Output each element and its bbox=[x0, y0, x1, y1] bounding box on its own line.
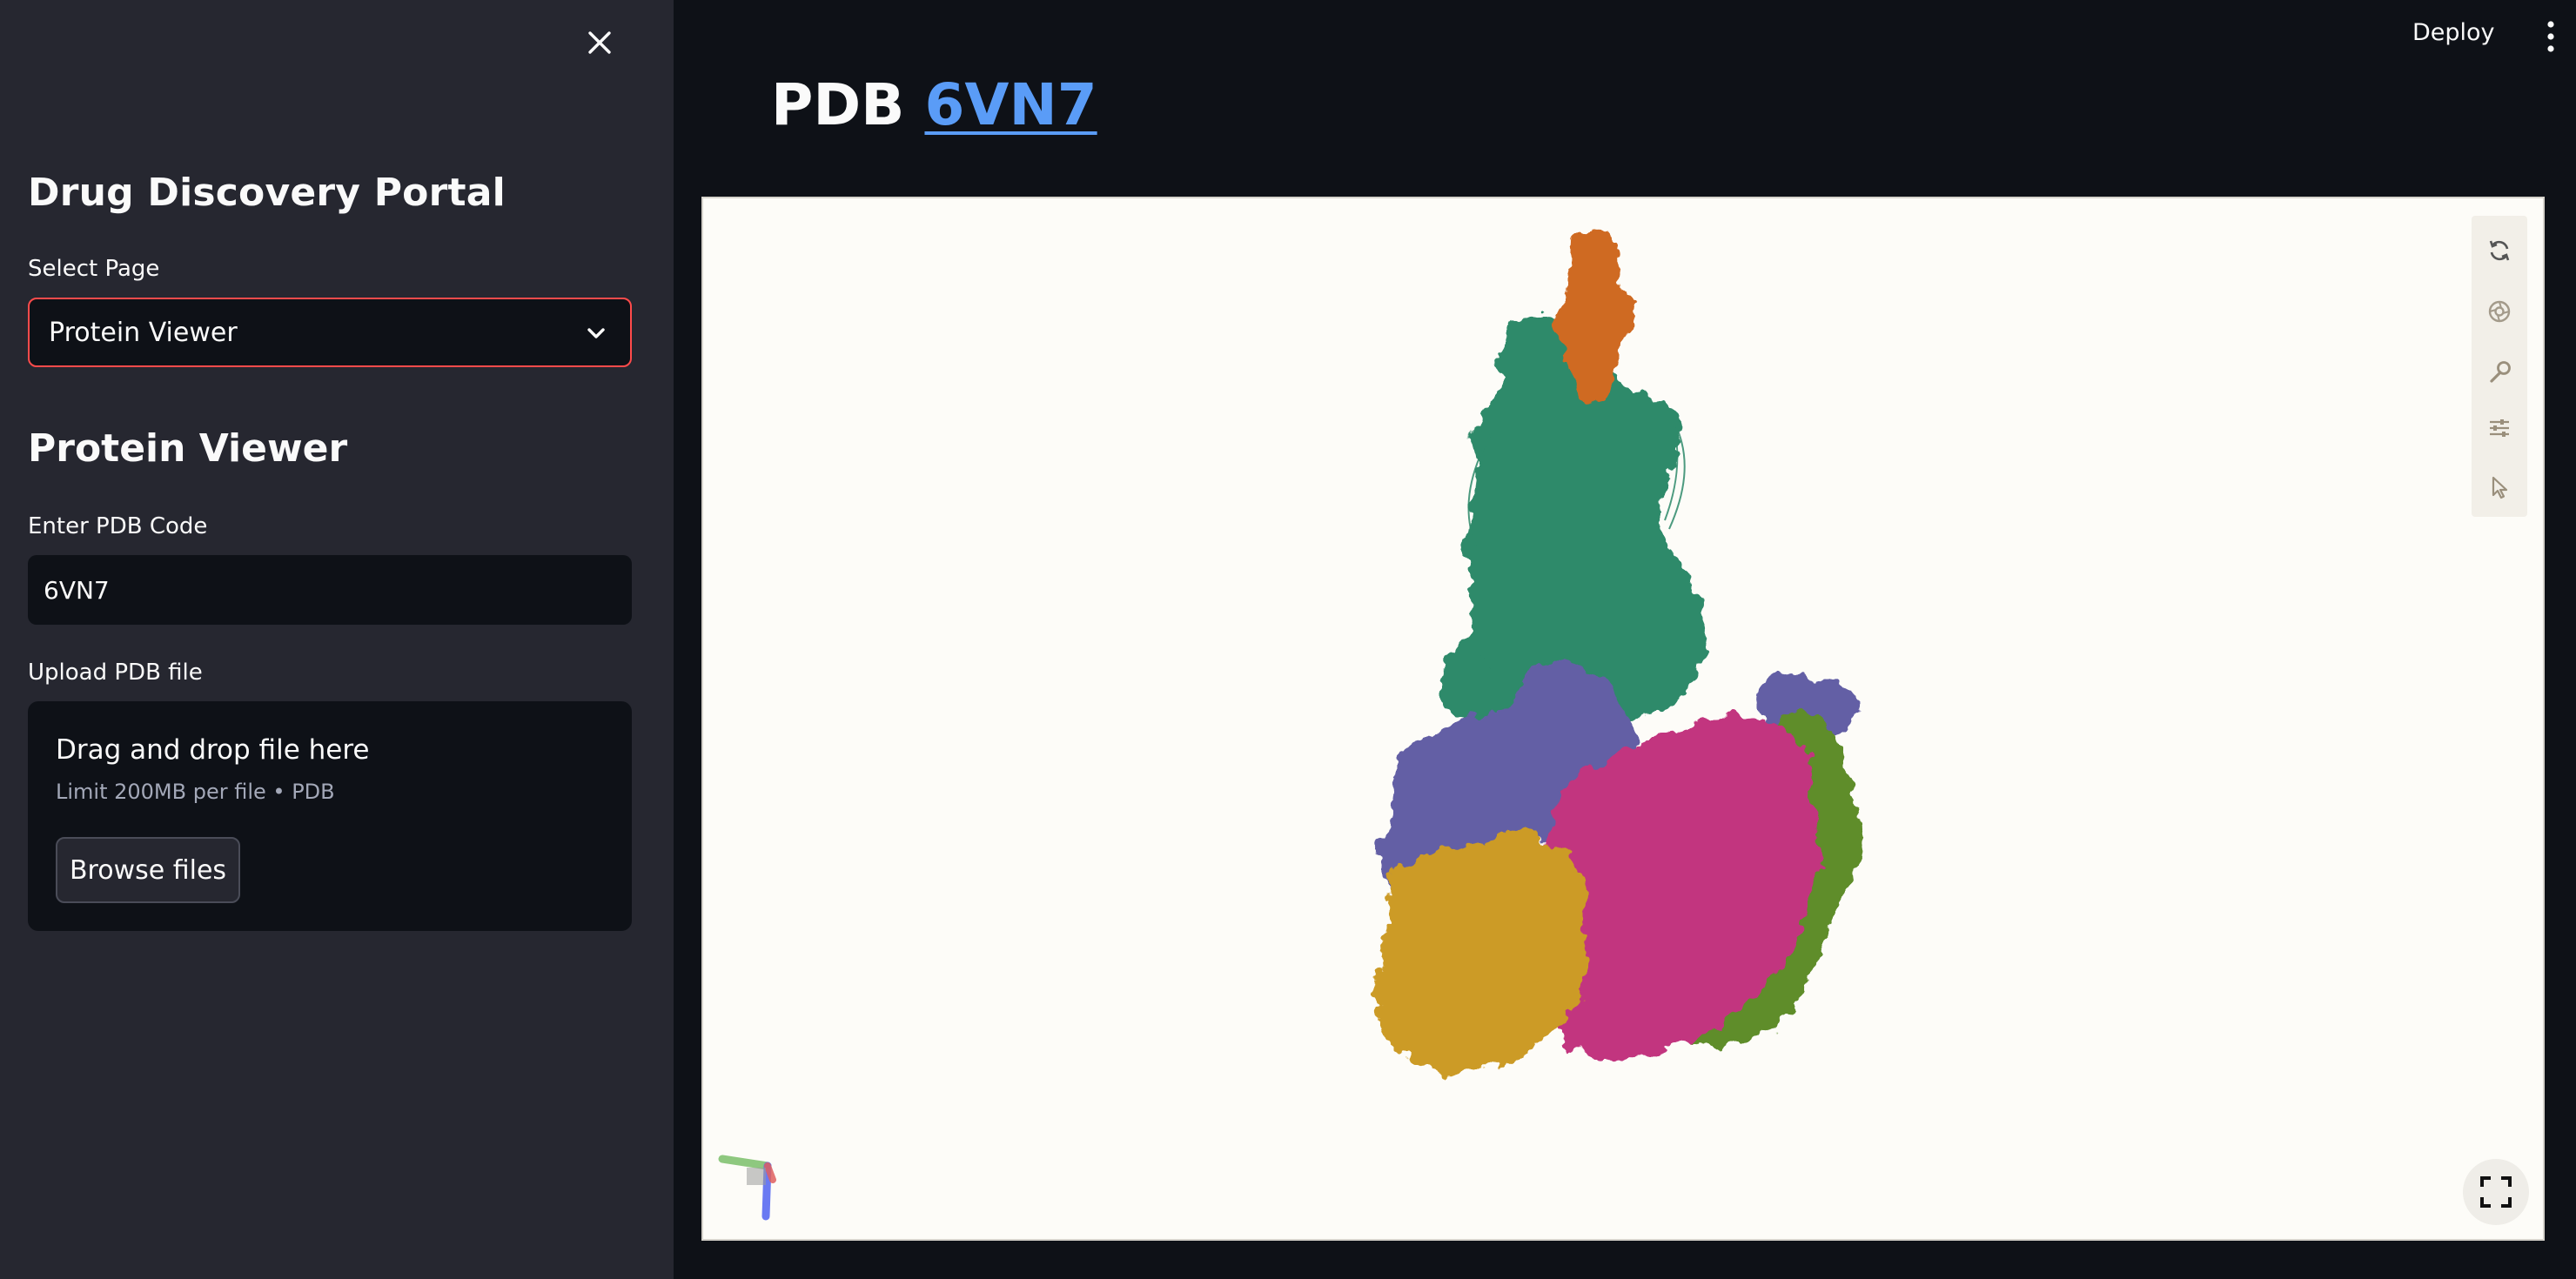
chevron-down-icon bbox=[587, 328, 605, 338]
browse-files-button[interactable]: Browse files bbox=[56, 837, 240, 903]
settings-button[interactable] bbox=[2472, 400, 2527, 456]
settings-icon bbox=[2490, 419, 2509, 437]
fullscreen-button[interactable] bbox=[2463, 1159, 2529, 1225]
chain-magenta bbox=[1546, 717, 1821, 1062]
pdb-code-label: Enter PDB Code bbox=[28, 513, 208, 539]
close-sidebar-button[interactable] bbox=[574, 17, 625, 68]
loop-strands bbox=[1467, 415, 1686, 669]
page-select-value: Protein Viewer bbox=[49, 317, 238, 348]
close-icon bbox=[588, 31, 611, 54]
wrench-icon bbox=[2490, 361, 2511, 383]
select-cursor-icon bbox=[2492, 476, 2508, 499]
page-title-prefix: PDB bbox=[771, 71, 925, 138]
dropzone-limit: Limit 200MB per file • PDB bbox=[56, 780, 335, 804]
chain-purple bbox=[1379, 660, 1635, 898]
dropzone-title: Drag and drop file here bbox=[56, 734, 370, 766]
page-select[interactable]: Protein Viewer bbox=[28, 298, 632, 367]
main-menu-icon[interactable] bbox=[2538, 19, 2564, 54]
deploy-button[interactable]: Deploy bbox=[2412, 19, 2495, 46]
reset-view-button[interactable] bbox=[2472, 223, 2527, 278]
screenshot-icon bbox=[2488, 300, 2511, 323]
file-dropzone[interactable]: Drag and drop file here Limit 200MB per … bbox=[28, 701, 632, 931]
screenshot-button[interactable] bbox=[2472, 284, 2527, 339]
upload-label: Upload PDB file bbox=[28, 660, 203, 686]
reset-icon bbox=[2489, 240, 2510, 261]
pdb-code-link[interactable]: 6VN7 bbox=[924, 71, 1097, 138]
molecule-viewer[interactable] bbox=[701, 197, 2545, 1241]
controls-button[interactable] bbox=[2472, 345, 2527, 400]
fullscreen-icon bbox=[2480, 1176, 2512, 1208]
viewer-toolbar bbox=[2472, 216, 2527, 517]
protein-structure bbox=[1376, 225, 1863, 1074]
sidebar: Drug Discovery Portal Select Page Protei… bbox=[0, 0, 674, 1279]
orientation-axes-icon bbox=[718, 1155, 776, 1221]
pdb-code-input[interactable] bbox=[28, 555, 632, 625]
chain-gold bbox=[1376, 830, 1588, 1074]
page-title: PDB 6VN7 bbox=[771, 71, 1097, 138]
chain-teal bbox=[1442, 316, 1706, 730]
section-title: Protein Viewer bbox=[28, 426, 348, 471]
sidebar-title: Drug Discovery Portal bbox=[28, 171, 506, 215]
chain-orange bbox=[1554, 225, 1635, 403]
select-page-label: Select Page bbox=[28, 256, 160, 282]
select-mode-button[interactable] bbox=[2472, 459, 2527, 515]
